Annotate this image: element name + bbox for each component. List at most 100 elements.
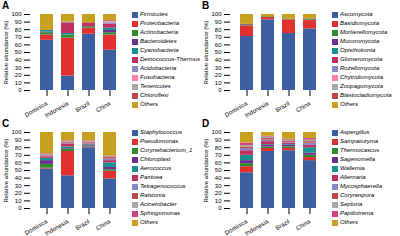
svg-text:0: 0 bbox=[218, 87, 222, 93]
svg-text:90: 90 bbox=[15, 137, 22, 143]
svg-text:China: China bbox=[295, 100, 312, 113]
svg-text:0: 0 bbox=[18, 87, 22, 93]
svg-text:China: China bbox=[95, 218, 112, 231]
svg-text:60: 60 bbox=[215, 42, 222, 48]
html-text:Bacteroidetes: Bacteroidetes bbox=[140, 38, 177, 44]
svg-text:40: 40 bbox=[215, 57, 222, 63]
svg-text:Dominica: Dominica bbox=[23, 100, 49, 118]
svg-text:40: 40 bbox=[15, 175, 22, 181]
svg-text:70: 70 bbox=[15, 152, 22, 158]
html-text:Corynebacterium_1: Corynebacterium_1 bbox=[140, 147, 193, 153]
svg-text:Dominica: Dominica bbox=[223, 100, 249, 118]
svg-text:90: 90 bbox=[215, 137, 222, 143]
svg-text:0: 0 bbox=[218, 205, 222, 211]
svg-text:Brazil: Brazil bbox=[74, 100, 90, 113]
svg-text:100: 100 bbox=[211, 129, 222, 135]
svg-text:Brazil: Brazil bbox=[274, 218, 290, 231]
html-text:Sphingomonas: Sphingomonas bbox=[140, 210, 180, 216]
html-text:Fusobacteria: Fusobacteria bbox=[140, 74, 175, 80]
svg-text:10: 10 bbox=[15, 198, 22, 204]
html-text:Firmicutes: Firmicutes bbox=[140, 11, 168, 17]
svg-text:Relative abundance (%): Relative abundance (%) bbox=[3, 138, 9, 202]
svg-text:50: 50 bbox=[15, 167, 22, 173]
html-text:Aspergillus: Aspergillus bbox=[340, 129, 370, 135]
svg-text:50: 50 bbox=[215, 49, 222, 55]
html-text:Chloroflexi: Chloroflexi bbox=[140, 92, 169, 98]
svg-text:20: 20 bbox=[215, 190, 222, 196]
html-text:Mucoromycota: Mucoromycota bbox=[340, 38, 380, 44]
svg-text:China: China bbox=[95, 100, 112, 113]
html-text:Actinobacteria: Actinobacteria bbox=[140, 29, 178, 35]
svg-text:100: 100 bbox=[11, 129, 22, 135]
svg-text:30: 30 bbox=[215, 183, 222, 189]
html-text:Aerococcus: Aerococcus bbox=[140, 165, 172, 171]
svg-text:Relative abundance (%): Relative abundance (%) bbox=[3, 20, 9, 84]
html-text:Others: Others bbox=[140, 101, 158, 107]
html-text:Ascomycota: Ascomycota bbox=[340, 11, 373, 17]
svg-text:70: 70 bbox=[15, 34, 22, 40]
svg-text:Indonesia: Indonesia bbox=[244, 100, 270, 119]
html-text:Chytridiomycota: Chytridiomycota bbox=[340, 74, 383, 80]
svg-text:0: 0 bbox=[18, 205, 22, 211]
svg-text:Brazil: Brazil bbox=[274, 100, 290, 113]
html-text:Tetragenococcus: Tetragenococcus bbox=[140, 183, 186, 189]
svg-text:Indonesia: Indonesia bbox=[44, 100, 70, 119]
svg-text:Relative abundance (%): Relative abundance (%) bbox=[203, 138, 209, 202]
svg-text:20: 20 bbox=[15, 190, 22, 196]
svg-text:60: 60 bbox=[15, 42, 22, 48]
html-text:Opisthokonta: Opisthokonta bbox=[340, 47, 376, 53]
svg-text:80: 80 bbox=[215, 27, 222, 33]
html-text:Chloroplast: Chloroplast bbox=[140, 156, 171, 162]
html-text:Others: Others bbox=[340, 101, 358, 107]
svg-text:70: 70 bbox=[215, 152, 222, 158]
html-text:Acinetobacter: Acinetobacter bbox=[140, 201, 177, 207]
svg-text:30: 30 bbox=[215, 65, 222, 71]
html-text:Glomeromycota: Glomeromycota bbox=[340, 56, 383, 62]
svg-text:Indonesia: Indonesia bbox=[244, 218, 270, 236]
svg-text:100: 100 bbox=[211, 11, 222, 17]
svg-text:80: 80 bbox=[15, 27, 22, 33]
svg-text:40: 40 bbox=[15, 57, 22, 63]
svg-text:40: 40 bbox=[215, 175, 222, 181]
svg-text:30: 30 bbox=[15, 65, 22, 71]
html-text:A: A bbox=[2, 0, 10, 11]
svg-text:Brazil: Brazil bbox=[74, 218, 90, 231]
html-text:Ralstonia: Ralstonia bbox=[140, 192, 165, 198]
html-text:Tenericutes: Tenericutes bbox=[140, 83, 171, 89]
svg-text:60: 60 bbox=[15, 160, 22, 166]
svg-text:30: 30 bbox=[15, 183, 22, 189]
html-text:Deinococcus-Thermus: Deinococcus-Thermus bbox=[140, 56, 200, 62]
html-text:Zoopagomycota: Zoopagomycota bbox=[340, 83, 383, 89]
svg-text:80: 80 bbox=[15, 145, 22, 151]
html-text:Blastocladiomycota: Blastocladiomycota bbox=[340, 92, 392, 98]
html-text:Mortierellomycota: Mortierellomycota bbox=[340, 29, 388, 35]
svg-text:90: 90 bbox=[15, 19, 22, 25]
svg-text:China: China bbox=[295, 218, 312, 231]
html-text:Rozellomycota: Rozellomycota bbox=[340, 65, 380, 71]
html-text:Others: Others bbox=[140, 219, 158, 225]
svg-text:70: 70 bbox=[215, 34, 222, 40]
svg-text:50: 50 bbox=[15, 49, 22, 55]
svg-text:60: 60 bbox=[215, 160, 222, 166]
html-text:C: C bbox=[2, 118, 10, 129]
svg-text:10: 10 bbox=[215, 198, 222, 204]
html-text:Basidiomycota: Basidiomycota bbox=[340, 20, 379, 26]
html-text:D: D bbox=[202, 118, 210, 129]
svg-text:10: 10 bbox=[215, 80, 222, 86]
html-text:Pseudomonas: Pseudomonas bbox=[140, 138, 179, 144]
html-text:Acidobacteria: Acidobacteria bbox=[140, 65, 177, 71]
svg-text:10: 10 bbox=[15, 80, 22, 86]
svg-text:90: 90 bbox=[215, 19, 222, 25]
html-text:Proteobacteria: Proteobacteria bbox=[140, 20, 179, 26]
html-text:B: B bbox=[202, 0, 210, 11]
svg-text:20: 20 bbox=[15, 72, 22, 78]
svg-text:50: 50 bbox=[215, 167, 222, 173]
svg-text:Indonesia: Indonesia bbox=[44, 218, 70, 236]
svg-text:100: 100 bbox=[11, 11, 22, 17]
svg-text:80: 80 bbox=[215, 145, 222, 151]
html-text:Staphylococcus: Staphylococcus bbox=[140, 129, 182, 135]
svg-text:20: 20 bbox=[215, 72, 222, 78]
html-text:Pantoea: Pantoea bbox=[140, 174, 163, 180]
svg-text:Relative abundance (%): Relative abundance (%) bbox=[203, 20, 209, 84]
html-text:Cyanobacteria: Cyanobacteria bbox=[140, 47, 179, 53]
